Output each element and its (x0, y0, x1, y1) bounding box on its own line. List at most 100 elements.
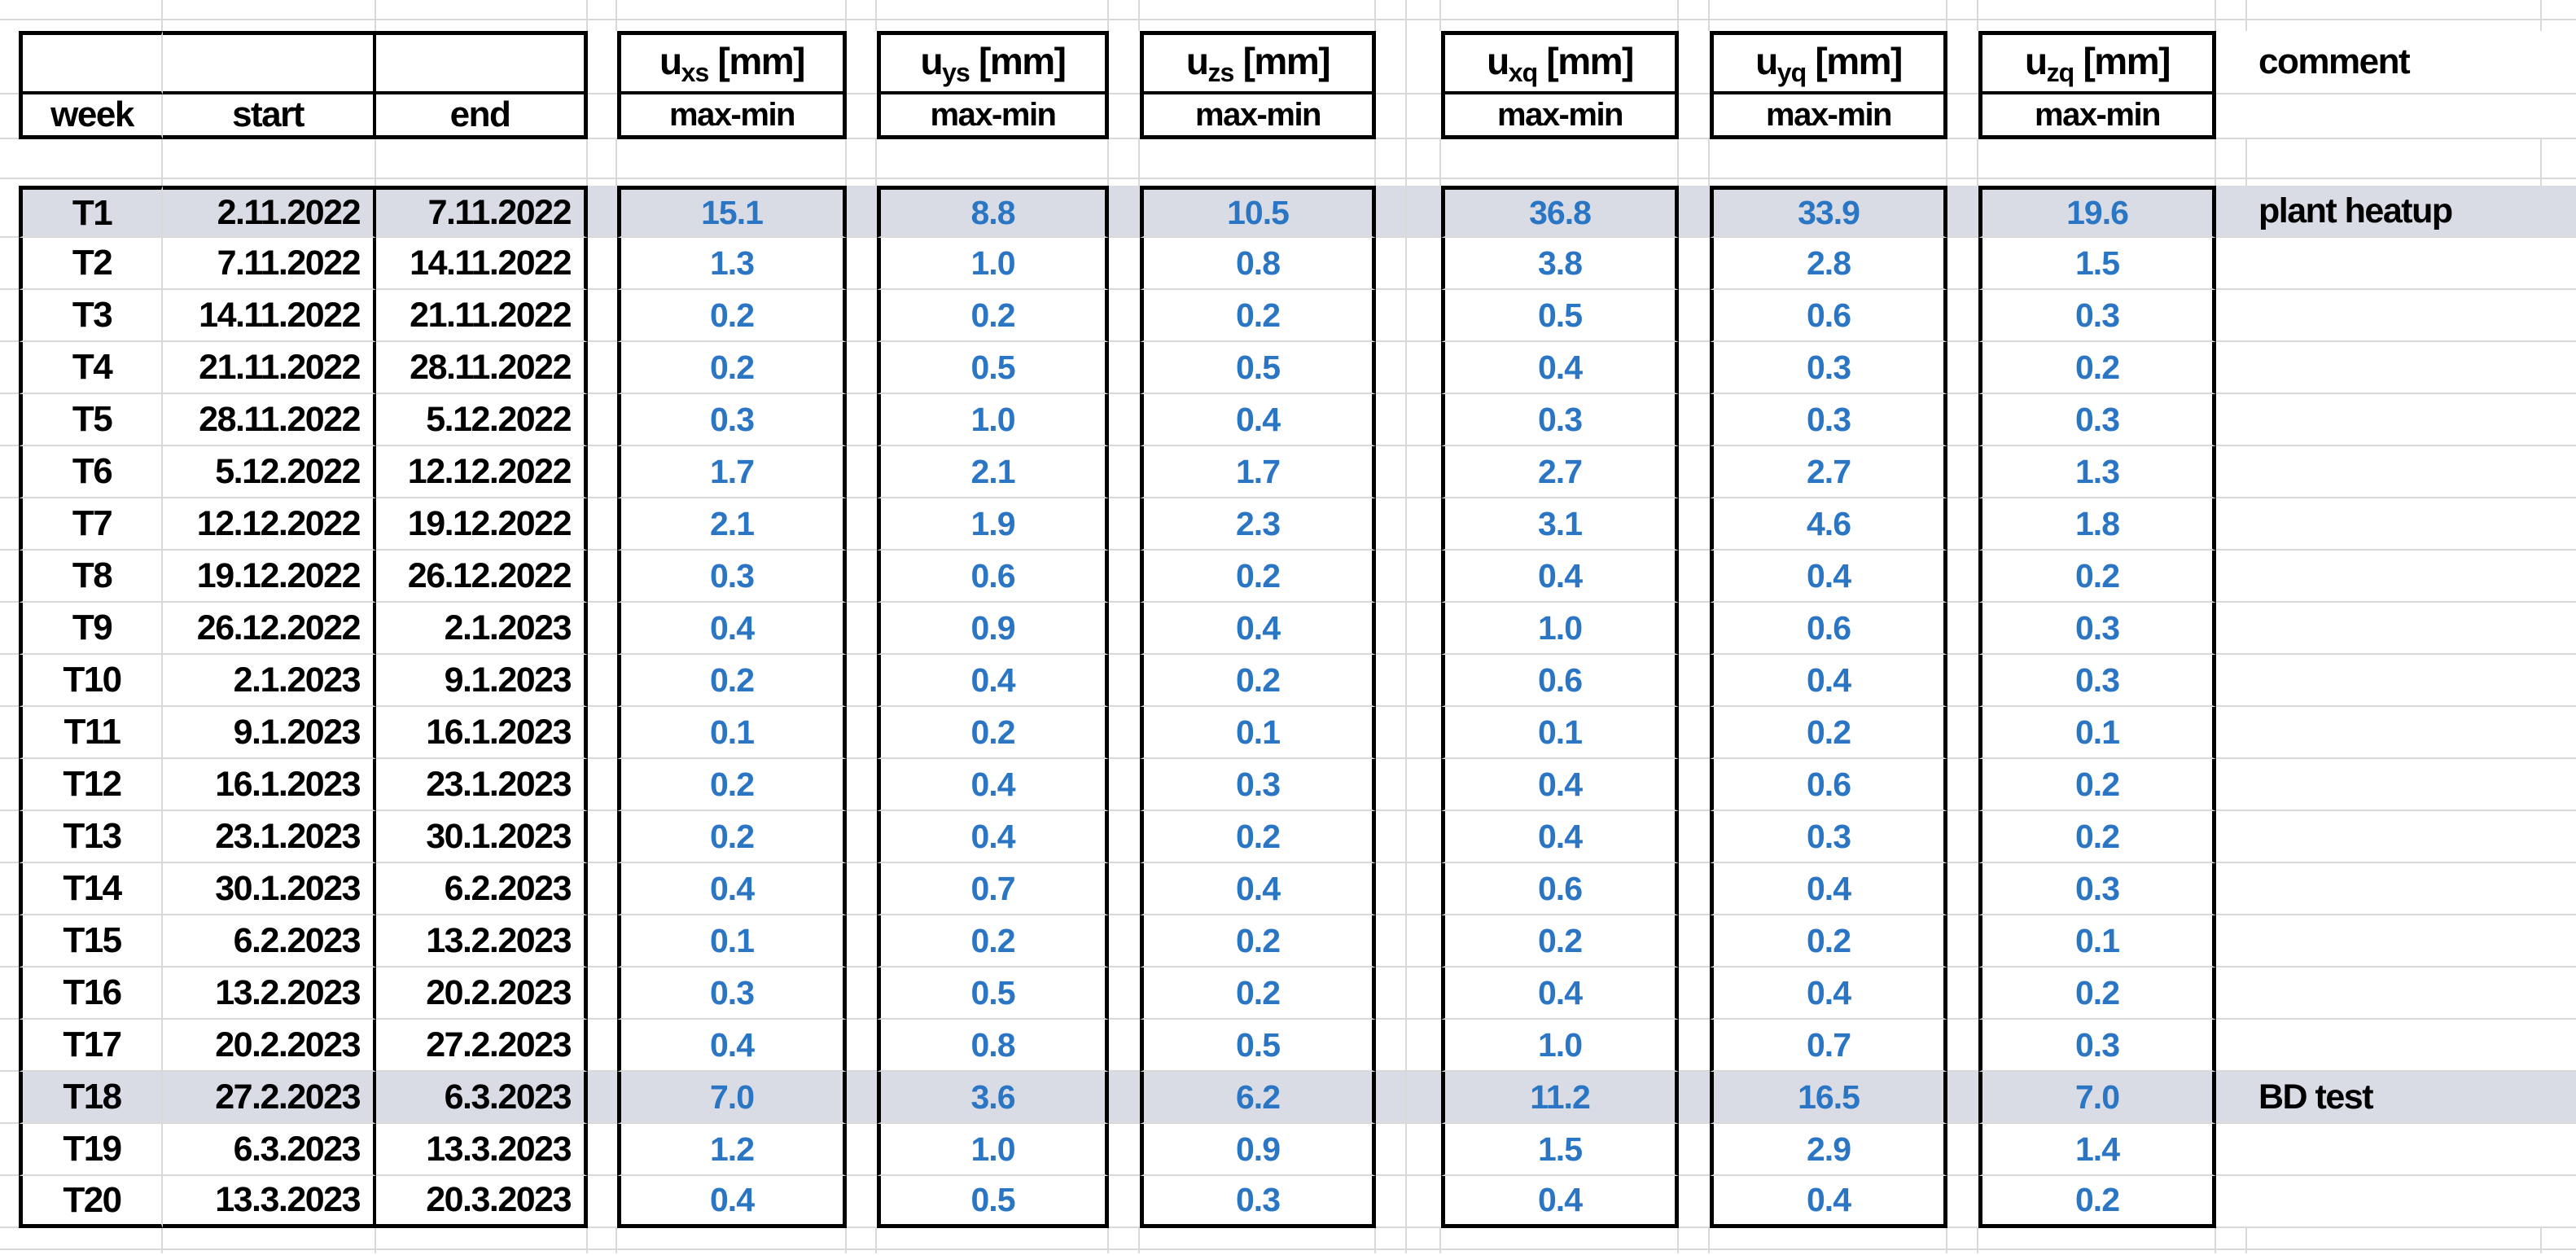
uxq-value-cell[interactable]: 3.1 (1441, 498, 1679, 551)
comment-cell[interactable] (2247, 863, 2542, 915)
uzs-value-cell[interactable]: 0.4 (1140, 603, 1376, 655)
comment-cell[interactable] (2247, 290, 2542, 342)
uzq-value-cell[interactable]: 0.1 (1978, 915, 2216, 968)
comment-cell[interactable] (2247, 1176, 2542, 1228)
comment-cell[interactable] (2247, 707, 2542, 759)
uxs-value-cell[interactable]: 1.7 (617, 446, 847, 498)
uzs-column-header[interactable]: uzs [mm] (1140, 31, 1376, 94)
end-date-cell[interactable]: 26.12.2022 (376, 551, 588, 603)
uzs-value-cell[interactable]: 0.5 (1140, 1020, 1376, 1072)
uyq-value-cell[interactable]: 0.6 (1710, 603, 1947, 655)
comment-cell[interactable] (2247, 915, 2542, 968)
end-date-cell[interactable]: 9.1.2023 (376, 655, 588, 707)
uys-value-cell[interactable]: 1.9 (877, 498, 1109, 551)
comment-cell[interactable] (2247, 551, 2542, 603)
uyq-value-cell[interactable]: 0.4 (1710, 655, 1947, 707)
uxq-column-header[interactable]: uxq [mm] (1441, 31, 1679, 94)
week-cell[interactable]: T18 (19, 1072, 163, 1124)
uxq-value-cell[interactable]: 0.5 (1441, 290, 1679, 342)
uyq-value-cell[interactable]: 0.3 (1710, 342, 1947, 394)
uzs-value-cell[interactable]: 0.2 (1140, 915, 1376, 968)
start-date-cell[interactable]: 2.11.2022 (163, 186, 376, 238)
uxq-value-cell[interactable]: 1.5 (1441, 1124, 1679, 1176)
start-date-cell[interactable]: 16.1.2023 (163, 759, 376, 811)
start-date-cell[interactable]: 30.1.2023 (163, 863, 376, 915)
uxq-value-cell[interactable]: 0.4 (1441, 551, 1679, 603)
start-date-cell[interactable]: 26.12.2022 (163, 603, 376, 655)
uys-maxmin-cell[interactable]: max-min (877, 94, 1109, 139)
uzq-maxmin-cell[interactable]: max-min (1978, 94, 2216, 139)
comment-cell[interactable] (2247, 603, 2542, 655)
uys-value-cell[interactable]: 8.8 (877, 186, 1109, 238)
uzs-value-cell[interactable]: 6.2 (1140, 1072, 1376, 1124)
comment-cell[interactable] (2247, 1124, 2542, 1176)
end-header-blank-cell[interactable] (376, 31, 588, 94)
uys-value-cell[interactable]: 0.6 (877, 551, 1109, 603)
end-date-cell[interactable]: 27.2.2023 (376, 1020, 588, 1072)
uzs-value-cell[interactable]: 0.2 (1140, 655, 1376, 707)
uzq-value-cell[interactable]: 0.3 (1978, 655, 2216, 707)
week-cell[interactable]: T16 (19, 968, 163, 1020)
uxq-value-cell[interactable]: 2.7 (1441, 446, 1679, 498)
uxq-value-cell[interactable]: 0.2 (1441, 915, 1679, 968)
uyq-value-cell[interactable]: 0.3 (1710, 394, 1947, 446)
uyq-maxmin-cell[interactable]: max-min (1710, 94, 1947, 139)
start-date-cell[interactable]: 12.12.2022 (163, 498, 376, 551)
uzs-value-cell[interactable]: 0.9 (1140, 1124, 1376, 1176)
end-date-cell[interactable]: 6.2.2023 (376, 863, 588, 915)
uys-value-cell[interactable]: 1.0 (877, 394, 1109, 446)
end-date-cell[interactable]: 30.1.2023 (376, 811, 588, 863)
comment-cell[interactable] (2247, 394, 2542, 446)
uys-value-cell[interactable]: 0.2 (877, 707, 1109, 759)
start-date-cell[interactable]: 23.1.2023 (163, 811, 376, 863)
end-date-cell[interactable]: 6.3.2023 (376, 1072, 588, 1124)
uyq-value-cell[interactable]: 0.2 (1710, 707, 1947, 759)
uzq-value-cell[interactable]: 19.6 (1978, 186, 2216, 238)
week-cell[interactable]: T9 (19, 603, 163, 655)
uxq-value-cell[interactable]: 0.4 (1441, 1176, 1679, 1228)
week-cell[interactable]: T15 (19, 915, 163, 968)
uys-value-cell[interactable]: 0.2 (877, 915, 1109, 968)
uys-value-cell[interactable]: 1.0 (877, 238, 1109, 290)
uzq-value-cell[interactable]: 1.4 (1978, 1124, 2216, 1176)
comment-cell[interactable] (2247, 446, 2542, 498)
end-date-cell[interactable]: 14.11.2022 (376, 238, 588, 290)
uyq-value-cell[interactable]: 16.5 (1710, 1072, 1947, 1124)
uxq-value-cell[interactable]: 3.8 (1441, 238, 1679, 290)
uzs-value-cell[interactable]: 0.4 (1140, 394, 1376, 446)
end-date-cell[interactable]: 13.3.2023 (376, 1124, 588, 1176)
end-date-cell[interactable]: 16.1.2023 (376, 707, 588, 759)
uys-value-cell[interactable]: 0.7 (877, 863, 1109, 915)
comment-cell[interactable] (2247, 968, 2542, 1020)
start-date-cell[interactable]: 19.12.2022 (163, 551, 376, 603)
uzq-value-cell[interactable]: 0.3 (1978, 863, 2216, 915)
uys-value-cell[interactable]: 0.5 (877, 342, 1109, 394)
uxs-value-cell[interactable]: 2.1 (617, 498, 847, 551)
week-cell[interactable]: T7 (19, 498, 163, 551)
week-cell[interactable]: T5 (19, 394, 163, 446)
week-cell[interactable]: T14 (19, 863, 163, 915)
uzq-column-header[interactable]: uzq [mm] (1978, 31, 2216, 94)
start-date-cell[interactable]: 6.3.2023 (163, 1124, 376, 1176)
uxs-value-cell[interactable]: 1.3 (617, 238, 847, 290)
end-date-cell[interactable]: 20.3.2023 (376, 1176, 588, 1228)
comment-cell[interactable] (2247, 759, 2542, 811)
uxs-value-cell[interactable]: 0.2 (617, 759, 847, 811)
uxs-value-cell[interactable]: 15.1 (617, 186, 847, 238)
uxq-maxmin-cell[interactable]: max-min (1441, 94, 1679, 139)
uzq-value-cell[interactable]: 7.0 (1978, 1072, 2216, 1124)
uxq-value-cell[interactable]: 0.4 (1441, 968, 1679, 1020)
uxs-value-cell[interactable]: 0.3 (617, 551, 847, 603)
uzq-value-cell[interactable]: 0.3 (1978, 603, 2216, 655)
comment-cell[interactable] (2247, 1020, 2542, 1072)
week-cell[interactable]: T17 (19, 1020, 163, 1072)
end-date-cell[interactable]: 12.12.2022 (376, 446, 588, 498)
end-date-cell[interactable]: 13.2.2023 (376, 915, 588, 968)
uzs-value-cell[interactable]: 0.3 (1140, 1176, 1376, 1228)
uxs-value-cell[interactable]: 0.3 (617, 968, 847, 1020)
week-cell[interactable]: T2 (19, 238, 163, 290)
uys-value-cell[interactable]: 0.9 (877, 603, 1109, 655)
start-date-cell[interactable]: 5.12.2022 (163, 446, 376, 498)
comment-cell[interactable]: BD test (2247, 1072, 2542, 1124)
uxq-value-cell[interactable]: 0.4 (1441, 759, 1679, 811)
